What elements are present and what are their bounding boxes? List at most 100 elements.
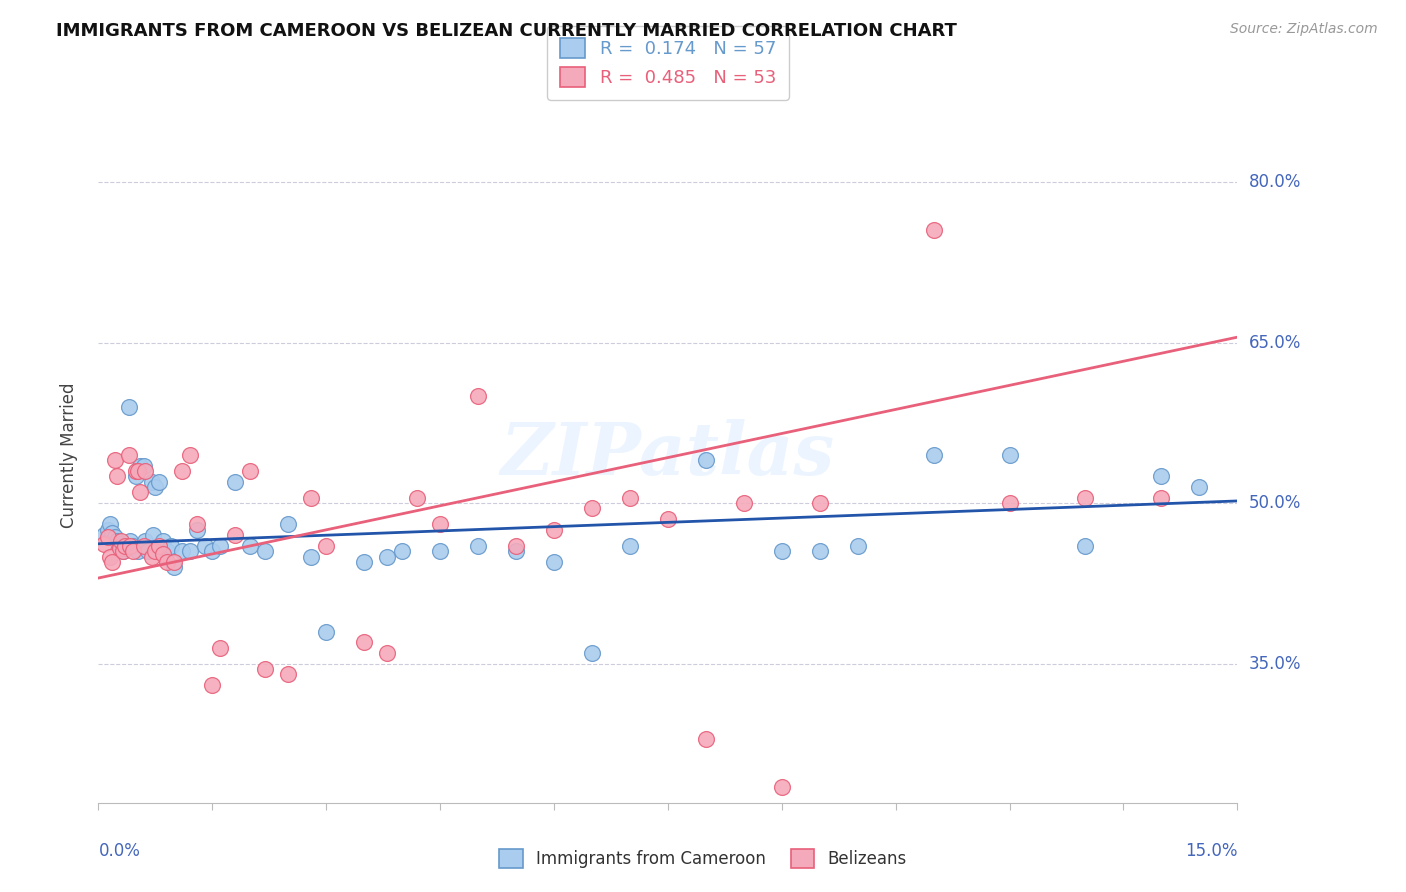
Point [132, 539, 155, 553]
Point [194, 539, 217, 553]
Point [127, 544, 149, 558]
Point [657, 512, 679, 526]
Y-axis label: Currently Married: Currently Married [59, 382, 77, 528]
Point [543, 523, 565, 537]
Point [108, 541, 131, 555]
Point [353, 555, 375, 569]
Text: Source: ZipAtlas.com: Source: ZipAtlas.com [1230, 22, 1378, 37]
Point [201, 678, 224, 692]
Point [1150, 491, 1173, 505]
Point [375, 646, 398, 660]
Point [505, 544, 527, 558]
Point [96, 523, 118, 537]
Point [695, 453, 717, 467]
Point [96, 530, 118, 544]
Point [127, 464, 149, 478]
Point [132, 458, 155, 473]
Point [107, 469, 129, 483]
Point [299, 491, 322, 505]
Text: 50.0%: 50.0% [1249, 494, 1301, 512]
Point [98, 549, 121, 564]
Point [93, 537, 115, 551]
Point [148, 539, 170, 553]
Point [922, 223, 945, 237]
Point [277, 517, 299, 532]
Point [733, 496, 755, 510]
Point [922, 448, 945, 462]
Point [141, 475, 163, 489]
Point [156, 544, 179, 558]
Point [179, 544, 201, 558]
Point [1150, 469, 1173, 483]
Point [315, 624, 337, 639]
Legend: R =  0.174   N = 57, R =  0.485   N = 53: R = 0.174 N = 57, R = 0.485 N = 53 [547, 26, 789, 100]
Point [111, 544, 134, 558]
Point [239, 464, 262, 478]
Point [998, 448, 1021, 462]
Text: 80.0%: 80.0% [1249, 173, 1301, 191]
Point [98, 517, 121, 532]
Point [152, 548, 174, 562]
Point [254, 662, 277, 676]
Legend: Immigrants from Cameroon, Belizeans: Immigrants from Cameroon, Belizeans [492, 843, 914, 875]
Point [429, 544, 451, 558]
Point [375, 549, 398, 564]
Point [108, 537, 131, 551]
Point [145, 480, 167, 494]
Point [129, 485, 152, 500]
Point [121, 544, 143, 558]
Point [170, 464, 193, 478]
Point [136, 544, 159, 558]
Point [467, 539, 489, 553]
Text: 35.0%: 35.0% [1249, 655, 1301, 673]
Text: ZIPatlas: ZIPatlas [501, 419, 835, 491]
Point [201, 544, 224, 558]
Point [104, 453, 127, 467]
Point [142, 528, 165, 542]
Point [141, 549, 163, 564]
Point [619, 491, 641, 505]
Point [1074, 539, 1097, 553]
Point [148, 475, 170, 489]
Point [179, 448, 201, 462]
Point [159, 539, 181, 553]
Point [406, 491, 429, 505]
Point [134, 464, 156, 478]
Point [170, 544, 193, 558]
Point [277, 667, 299, 681]
Point [156, 555, 179, 569]
Point [619, 539, 641, 553]
Point [152, 533, 174, 548]
Point [208, 640, 231, 655]
Point [581, 646, 603, 660]
Point [224, 475, 246, 489]
Point [224, 528, 246, 542]
Text: 65.0%: 65.0% [1249, 334, 1301, 351]
Point [998, 496, 1021, 510]
Point [125, 464, 148, 478]
Point [125, 469, 148, 483]
Point [111, 544, 134, 558]
Point [110, 533, 132, 548]
Point [467, 389, 489, 403]
Point [107, 533, 129, 548]
Point [808, 496, 831, 510]
Point [114, 539, 136, 553]
Point [770, 544, 793, 558]
Point [315, 539, 337, 553]
Point [129, 458, 152, 473]
Point [93, 528, 115, 542]
Point [770, 780, 793, 794]
Point [163, 555, 186, 569]
Point [208, 539, 231, 553]
Point [239, 539, 262, 553]
Point [543, 555, 565, 569]
Point [391, 544, 413, 558]
Point [429, 517, 451, 532]
Text: 0.0%: 0.0% [98, 842, 141, 860]
Point [808, 544, 831, 558]
Point [505, 539, 527, 553]
Point [104, 530, 127, 544]
Point [1188, 480, 1211, 494]
Point [353, 635, 375, 649]
